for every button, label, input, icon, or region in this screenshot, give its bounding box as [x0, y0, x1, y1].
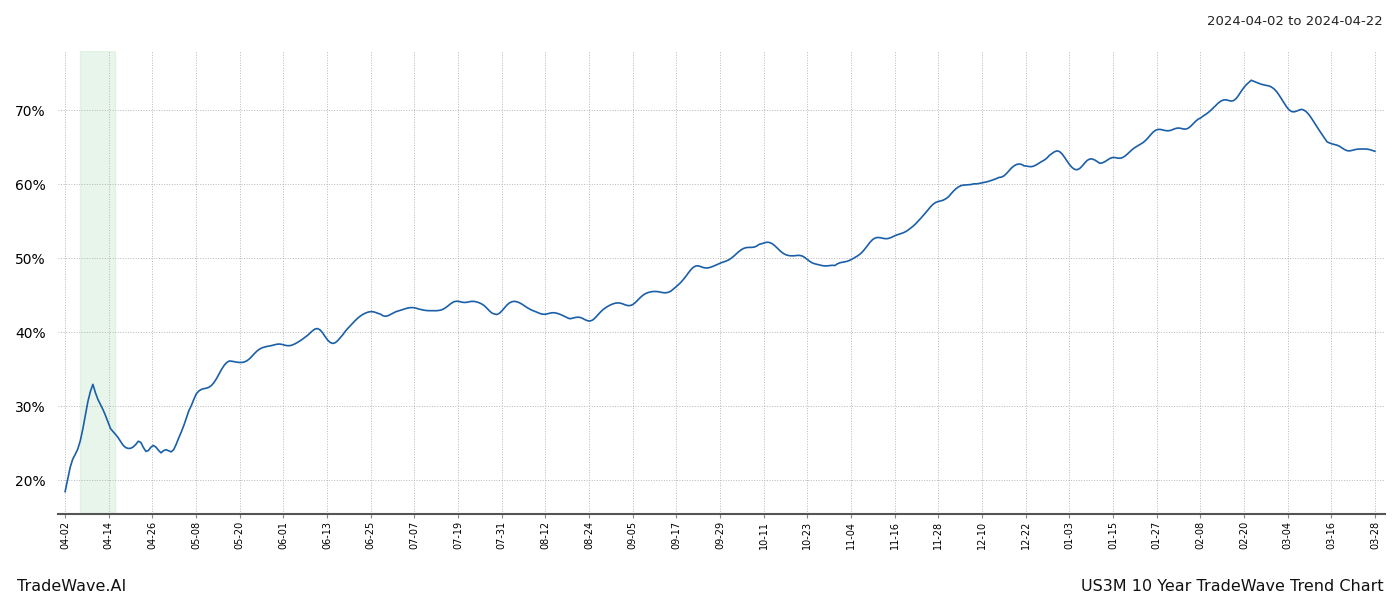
Bar [80, 51, 115, 514]
Text: 2024-04-02 to 2024-04-22: 2024-04-02 to 2024-04-22 [1207, 15, 1383, 28]
Text: TradeWave.AI: TradeWave.AI [17, 579, 126, 594]
Text: US3M 10 Year TradeWave Trend Chart: US3M 10 Year TradeWave Trend Chart [1081, 579, 1383, 594]
